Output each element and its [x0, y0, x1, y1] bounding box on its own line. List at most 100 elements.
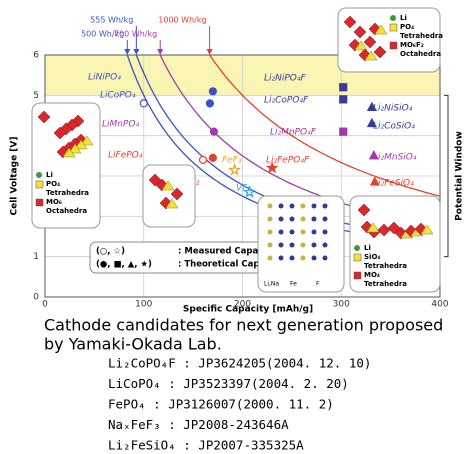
- inset-label: MO₆: [46, 198, 62, 206]
- inset-label: Octahedra: [46, 207, 87, 215]
- inset-label: MO₄: [364, 271, 380, 279]
- energy-arrowhead: [124, 49, 130, 55]
- structure-atom: [279, 256, 284, 261]
- data-point: [209, 154, 216, 161]
- structure-atom: [290, 230, 295, 235]
- structure-atom: [323, 204, 328, 209]
- structure-atom: [312, 230, 317, 235]
- patent-line: Li₂FeSiO₄ : JP2007-335325A: [108, 438, 304, 451]
- structure-atom: [312, 243, 317, 248]
- point-label: Li₂NiSiO₄: [373, 104, 413, 114]
- point-label: Li₂FeSiO₄: [373, 179, 414, 189]
- legend-shape: [390, 42, 397, 49]
- inset-label: Li: [364, 244, 371, 252]
- structure-atom: [290, 217, 295, 222]
- energy-arrowhead: [207, 49, 213, 55]
- structure-atom: [323, 243, 328, 248]
- data-point: [206, 100, 213, 107]
- structure-atom: [268, 256, 273, 261]
- data-point: [230, 165, 240, 174]
- structure-atom: [323, 230, 328, 235]
- legend-atom: [36, 172, 42, 178]
- structure-atom: [312, 256, 317, 261]
- x-tick-label: 300: [333, 300, 350, 310]
- legend-atom: [354, 245, 360, 251]
- energy-label: 555 Wh/kg: [90, 16, 133, 25]
- structure-atom: [301, 217, 306, 222]
- y-tick-label: 0: [33, 293, 39, 303]
- point-label: LiMnPO₄: [102, 120, 139, 130]
- data-point: [140, 100, 147, 107]
- structure-atom: [279, 204, 284, 209]
- legend-shape: [354, 272, 361, 279]
- inset-label: Octahedra: [400, 50, 441, 58]
- x-tick-label: 100: [135, 300, 152, 310]
- inset-label: Tetrahedra: [46, 189, 89, 197]
- structure-atom: [290, 204, 295, 209]
- structure-atom: [323, 217, 328, 222]
- inset-label: Li: [46, 171, 53, 179]
- structure-atom: [290, 256, 295, 261]
- structure-atom: [301, 256, 306, 261]
- inset-label: Tetrahedra: [364, 280, 407, 288]
- structure-atom: [301, 204, 306, 209]
- y-tick-label: 1: [33, 252, 39, 262]
- energy-arrowhead: [157, 49, 163, 55]
- x-tick-label: 400: [431, 300, 448, 310]
- legend-shape: [36, 181, 43, 188]
- legend-symbols: (○, ☆): [96, 247, 125, 257]
- data-point: [210, 128, 217, 135]
- point-label: FeF₃: [222, 156, 242, 166]
- structure-atom: [301, 243, 306, 248]
- energy-label: 700 Wh/kg: [114, 30, 157, 39]
- inset-label: PO₄: [400, 23, 414, 31]
- point-label: LiFePO₄: [108, 151, 143, 161]
- caption-line: by Yamaki-Okada Lab.: [44, 335, 222, 354]
- data-point: [340, 84, 347, 91]
- x-tick-label: 200: [234, 300, 251, 310]
- window-bracket: [444, 95, 448, 256]
- structure-atom: [279, 217, 284, 222]
- inset-box: [143, 165, 195, 227]
- structure-atom: [268, 230, 273, 235]
- inset-label: PO₄: [46, 180, 60, 188]
- y-tick-label: 5: [33, 91, 39, 101]
- structure-atom: [279, 243, 284, 248]
- structure-atom: [312, 217, 317, 222]
- inset-label: Li,Na: [264, 281, 279, 288]
- patent-line: Li₂CoPO₄F : JP3624205(2004. 12. 10): [108, 356, 371, 371]
- data-point: [200, 156, 207, 163]
- caption-line: Cathode candidates for next generation p…: [44, 316, 443, 335]
- structure-atom: [268, 204, 273, 209]
- point-label: Li₂MnPO₄F: [270, 128, 317, 138]
- point-label: Li₂MnSiO₄: [373, 153, 417, 163]
- data-point: [340, 128, 347, 135]
- patent-line: FePO₄ : JP3126007(2000. 11. 2): [108, 397, 334, 412]
- point-label: VF₃: [236, 184, 251, 194]
- inset-box: [338, 8, 440, 72]
- x-tick-label: 0: [42, 300, 48, 310]
- inset-label: MO₆F₂: [400, 41, 424, 49]
- point-label: LiNiPO₄: [88, 73, 121, 83]
- inset-label: Tetrahedra: [400, 32, 443, 40]
- y-axis-title: Cell Voltage [V]: [10, 136, 20, 215]
- data-point: [340, 96, 347, 103]
- point-label: LiCoPO₄: [100, 91, 136, 101]
- structure-atom: [279, 230, 284, 235]
- data-point: [209, 88, 216, 95]
- inset-label: SiO₄: [364, 253, 380, 261]
- point-label: Li₂FePO₄F: [266, 156, 310, 166]
- figure: Specific Capacity [mAh/g] Cell Voltage […: [0, 0, 472, 450]
- patent-line: NaₓFeF₃ : JP2008-243646A: [108, 417, 289, 432]
- energy-label: 1000 Wh/kg: [158, 16, 206, 25]
- legend-symbols: (●, ■, ▲, ★): [96, 260, 152, 270]
- y-tick-label: 6: [33, 51, 39, 61]
- legend-atom: [390, 15, 396, 21]
- window-label: Potential Window: [455, 131, 465, 221]
- legend-shape: [354, 254, 361, 261]
- structure-atom: [312, 204, 317, 209]
- inset-label: Tetrahedra: [364, 262, 407, 270]
- structure-atom: [268, 217, 273, 222]
- legend-shape: [390, 24, 397, 31]
- point-label: Li₂CoPO₄F: [264, 96, 309, 106]
